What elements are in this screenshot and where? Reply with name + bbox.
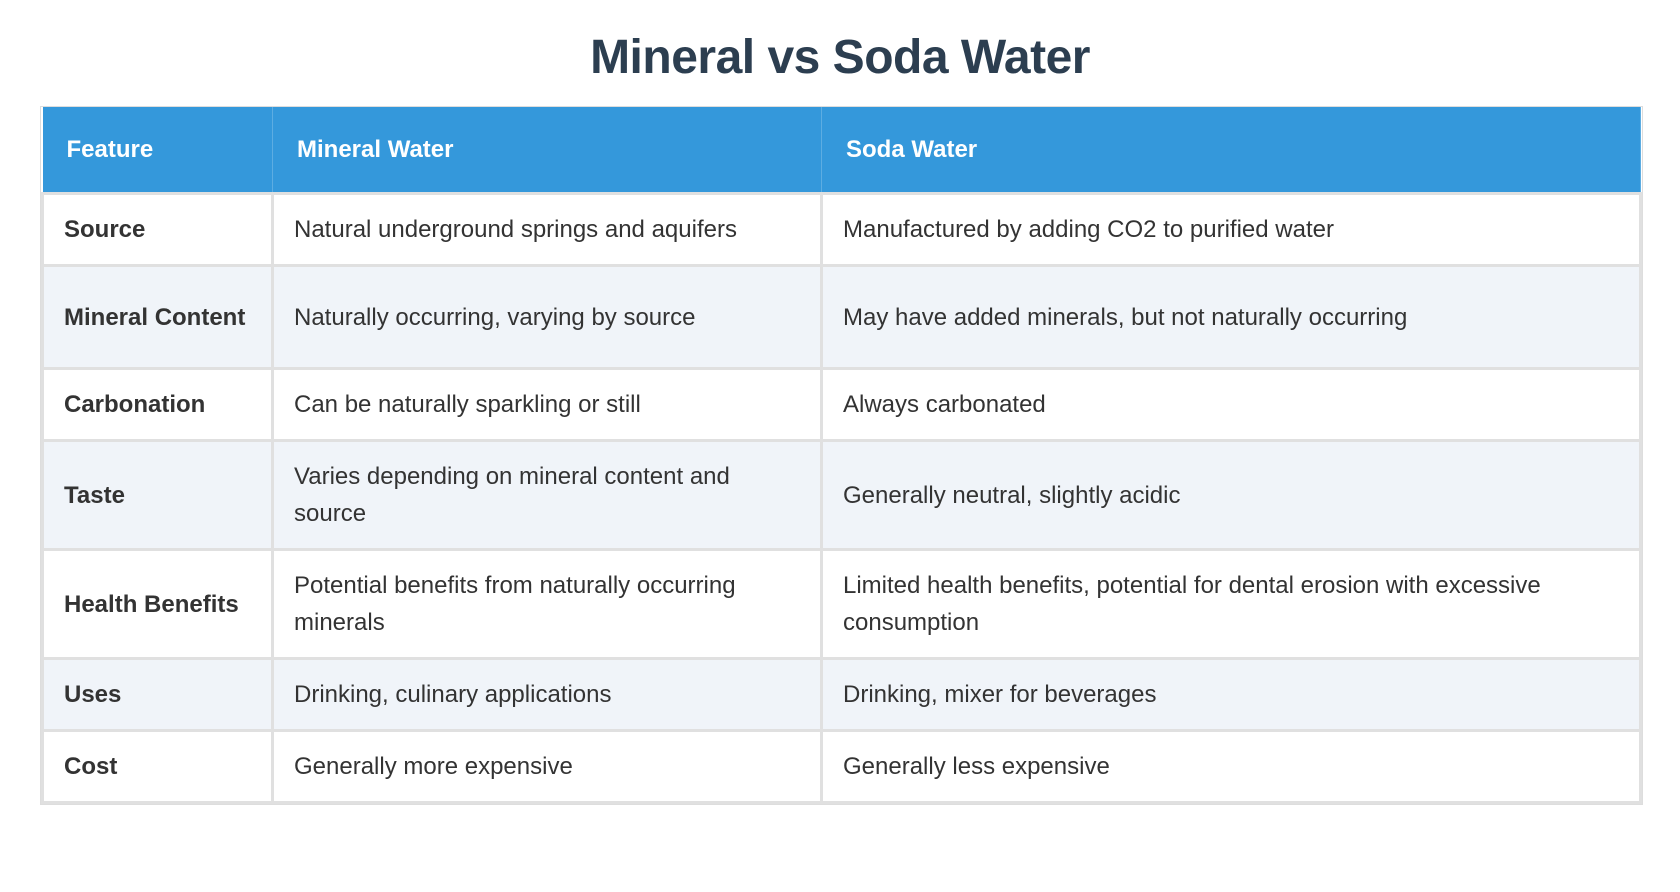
feature-cell: Mineral Content (41, 264, 274, 370)
soda-water-cell: Generally neutral, slightly acidic (820, 439, 1642, 551)
feature-cell: Uses (41, 657, 274, 732)
mineral-water-cell: Drinking, culinary applications (271, 657, 823, 732)
mineral-water-cell: Naturally occurring, varying by source (271, 264, 823, 370)
table-row: Source Natural underground springs and aq… (41, 192, 1642, 267)
feature-cell: Taste (41, 439, 274, 551)
soda-water-cell: Generally less expensive (820, 729, 1642, 804)
table-row: Uses Drinking, culinary applications Drink… (41, 657, 1642, 732)
comparison-table: Feature Mineral Water Soda Water Source N… (41, 107, 1642, 804)
soda-water-cell: May have added minerals, but not natural… (820, 264, 1642, 370)
mineral-water-cell: Can be naturally sparkling or still (271, 367, 823, 442)
table-row: Taste Varies depending on mineral content… (41, 439, 1642, 551)
table-row: Mineral Content Naturally occurring, vary… (41, 264, 1642, 370)
soda-water-cell: Manufactured by adding CO2 to purified w… (820, 192, 1642, 267)
feature-cell: Carbonation (41, 367, 274, 442)
soda-water-cell: Limited health benefits, potential for d… (820, 548, 1642, 660)
header-mineral-water: Mineral Water (272, 107, 822, 194)
mineral-water-cell: Potential benefits from naturally occurr… (271, 548, 823, 660)
header-feature: Feature (42, 107, 273, 194)
feature-cell: Health Benefits (41, 548, 274, 660)
mineral-water-cell: Generally more expensive (271, 729, 823, 804)
page-title: Mineral vs Soda Water (590, 31, 1090, 84)
mineral-water-cell: Natural underground springs and aquifers (271, 192, 823, 267)
table-row: Carbonation Can be naturally sparkling or… (41, 367, 1642, 442)
feature-cell: Cost (41, 729, 274, 804)
soda-water-cell: Drinking, mixer for beverages (820, 657, 1642, 732)
table-row: Cost Generally more expensive Generally le… (41, 729, 1642, 804)
table-header-row: Feature Mineral Water Soda Water (42, 107, 1641, 194)
table-row: Health Benefits Potential benefits from n… (41, 548, 1642, 660)
feature-cell: Source (41, 192, 274, 267)
soda-water-cell: Always carbonated (820, 367, 1642, 442)
mineral-water-cell: Varies depending on mineral content and … (271, 439, 823, 551)
header-soda-water: Soda Water (821, 107, 1641, 194)
